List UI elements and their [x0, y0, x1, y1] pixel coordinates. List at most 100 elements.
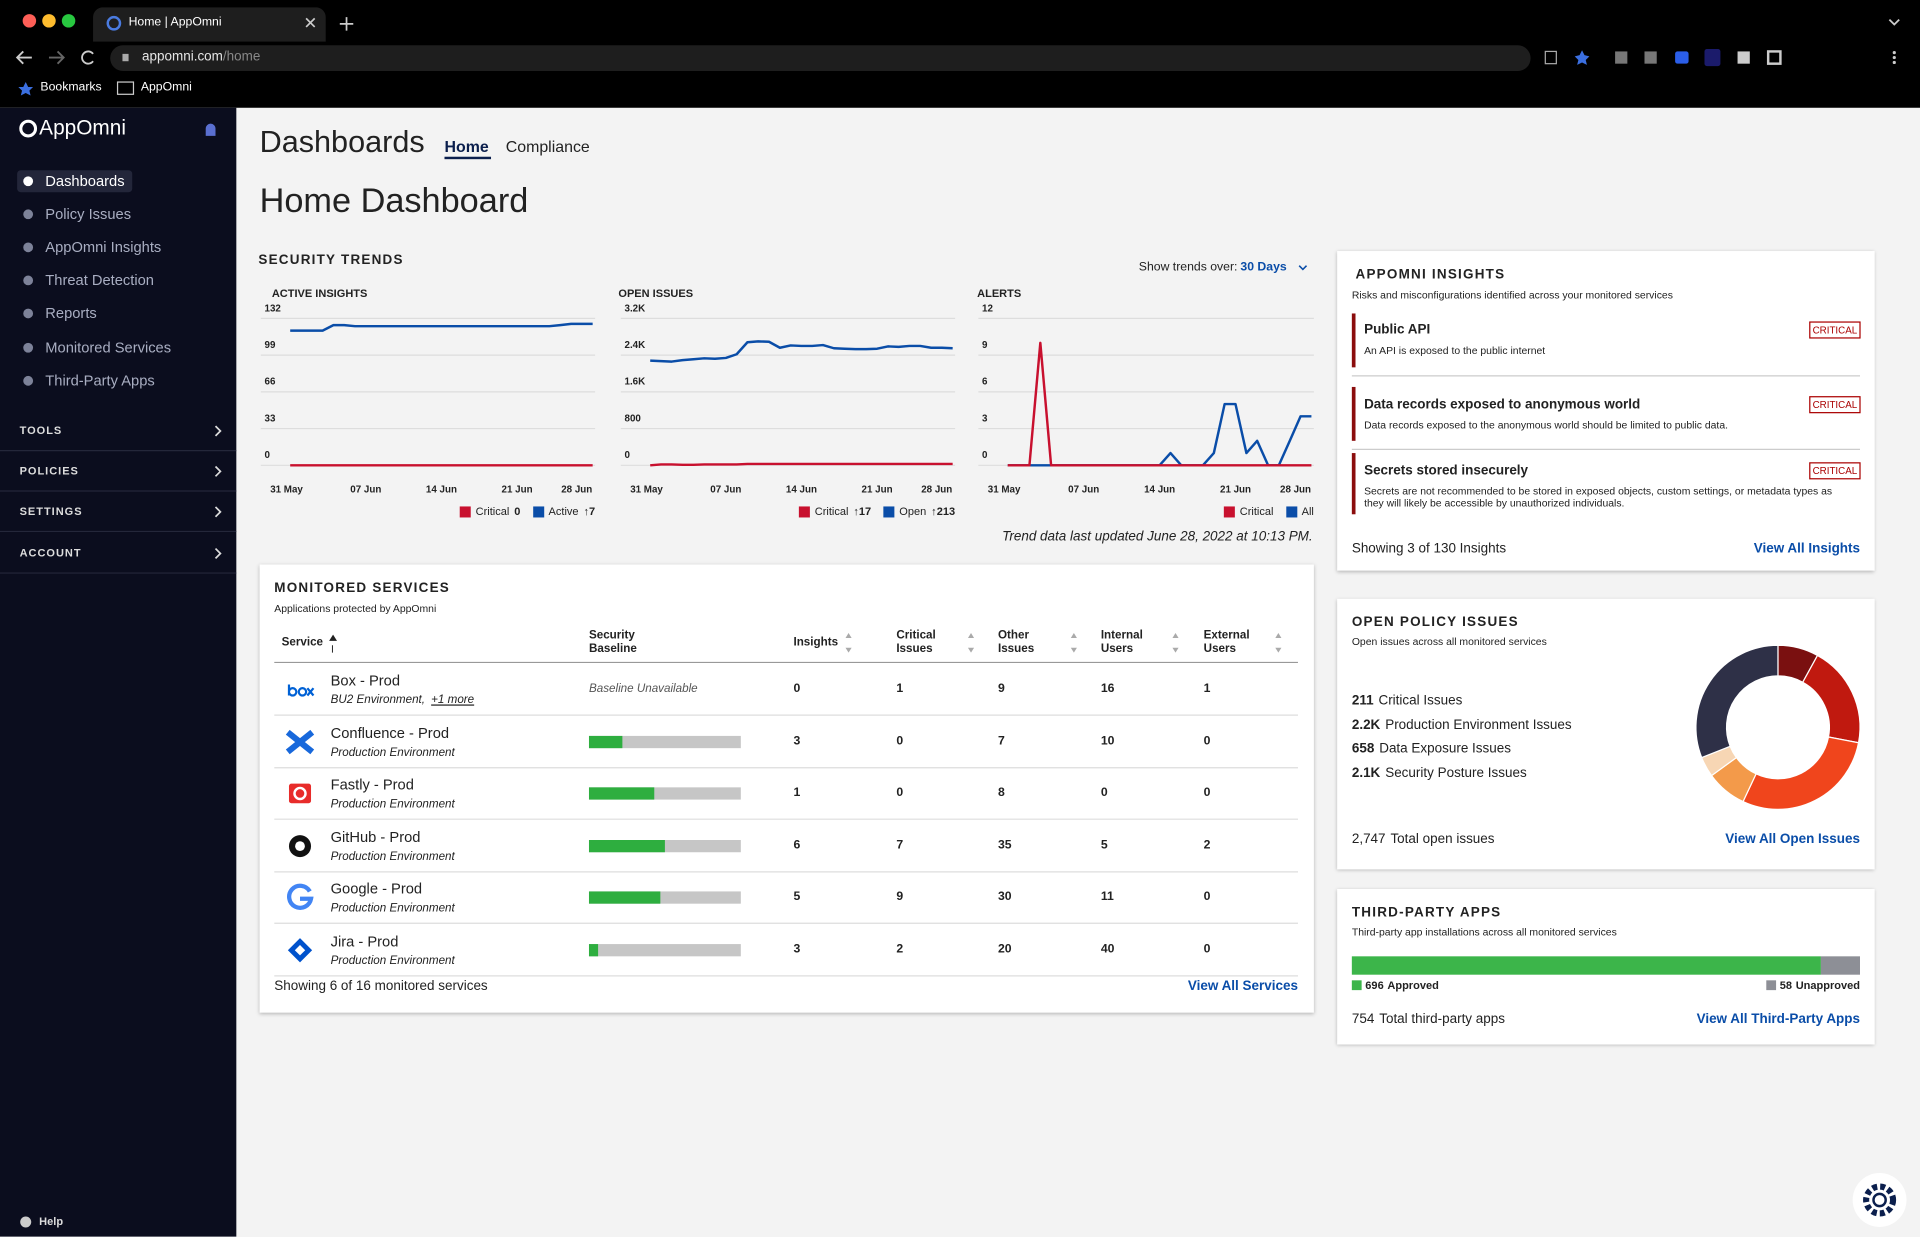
nav-item[interactable]: Third-Party Apps [45, 372, 155, 390]
column-header[interactable]: Service [281, 635, 324, 650]
insight-title[interactable]: Secrets stored insecurely [1364, 463, 1529, 479]
insight-title[interactable]: Data records exposed to anonymous world [1364, 397, 1641, 412]
cell-number: 3 [793, 942, 801, 957]
bookmark[interactable]: AppOmni [140, 80, 192, 95]
legend-swatch [883, 506, 895, 518]
card-footer: Showing 6 of 16 monitored services [274, 978, 488, 994]
card-link[interactable]: View All Insights [1753, 541, 1860, 557]
services-card [259, 564, 1314, 1013]
trend-period[interactable]: 30 Days [1240, 260, 1287, 275]
service-name[interactable]: Box - Prod [330, 672, 401, 690]
cell-number: 0 [1203, 890, 1211, 904]
nav-item[interactable]: Dashboards [45, 172, 125, 190]
y-tick-label: 33 [264, 412, 276, 424]
cell-number: 0 [1203, 942, 1211, 957]
nav-item[interactable]: Policy Issues [45, 205, 132, 223]
service-name[interactable]: Google - Prod [330, 880, 423, 898]
cell-number: 30 [997, 890, 1012, 904]
tab[interactable]: Home [444, 137, 489, 156]
y-tick-label: 66 [264, 376, 276, 388]
cell-number: 0 [1203, 786, 1211, 800]
policy-item: 2.1K Security Posture Issues [1352, 766, 1527, 782]
nav-section[interactable]: SETTINGS [19, 505, 83, 518]
column-header[interactable]: Critical Issues [896, 628, 936, 657]
nav-section[interactable]: TOOLS [19, 424, 63, 437]
card-subtitle: Risks and misconfigurations identified a… [1351, 288, 1673, 302]
column-header[interactable]: Other Issues [997, 628, 1035, 657]
y-tick-label: 12 [982, 302, 993, 314]
environment: Production Environment [330, 850, 455, 864]
insight-description: Secrets are not recommended to be stored… [1364, 484, 1833, 510]
card-link[interactable]: View All Open Issues [1725, 831, 1860, 847]
y-tick-label: 1.6K [624, 376, 646, 388]
legend-swatch [1766, 980, 1777, 991]
card-link[interactable]: View All Services [1187, 978, 1298, 994]
service-name[interactable]: Jira - Prod [330, 932, 399, 950]
tab[interactable]: Compliance [505, 137, 590, 156]
insights-card [1337, 251, 1875, 571]
service-name[interactable]: GitHub - Prod [330, 828, 421, 846]
service-name[interactable]: Fastly - Prod [330, 776, 414, 794]
policy-label: Security Posture Issues [1385, 765, 1527, 781]
total-count: 2,747 [1351, 831, 1386, 847]
card-link[interactable]: View All Third-Party Apps [1696, 1011, 1860, 1027]
legend: Critical 0 Active ↑7 [452, 505, 595, 518]
y-tick-label: 2.4K [624, 339, 646, 351]
column-header[interactable]: Security Baseline [588, 628, 637, 657]
bookmark[interactable]: Bookmarks [40, 80, 102, 95]
column-header[interactable]: Internal Users [1100, 628, 1143, 657]
card-footer: Showing 3 of 130 Insights [1351, 541, 1507, 557]
header-title: Dashboards [259, 124, 425, 160]
column-header[interactable]: External Users [1203, 628, 1250, 657]
legend-value: ↑17 [853, 505, 872, 518]
tab-title[interactable]: Home | AppOmni [128, 15, 222, 30]
unapproved-count: 58 [1779, 979, 1793, 992]
url-host: appomni.com [142, 49, 223, 65]
url[interactable]: appomni.com/home [142, 49, 260, 65]
help-fab[interactable] [1852, 1173, 1907, 1227]
browser-tab[interactable] [93, 7, 326, 42]
cell-number: 6 [793, 838, 801, 853]
service-environment: Production Environment [331, 746, 455, 760]
series-line [1007, 402, 1312, 467]
card-title: APPOMNI INSIGHTS [1355, 267, 1506, 283]
nav-item[interactable]: Threat Detection [45, 271, 154, 289]
insight-title[interactable]: Public API [1364, 322, 1431, 338]
cell-number: 20 [997, 942, 1012, 957]
sidebar [0, 107, 237, 1237]
nav-item[interactable]: Monitored Services [45, 338, 172, 357]
severity: CRITICAL [1812, 464, 1858, 476]
cell-number: 9 [896, 890, 904, 904]
nav-section[interactable]: ACCOUNT [19, 546, 82, 560]
nav-section[interactable]: POLICIES [19, 464, 79, 478]
nav-item[interactable]: Reports [45, 304, 97, 322]
x-tick-label: 14 Jun [1144, 483, 1176, 495]
address-bar[interactable] [110, 45, 1531, 72]
service-name[interactable]: Confluence - Prod [330, 724, 450, 742]
insight-description: Data records exposed to the anonymous wo… [1364, 418, 1729, 431]
cell-number: 11 [1100, 890, 1114, 904]
trend-label: Show trends over: [1138, 260, 1238, 275]
legend-swatch [1351, 980, 1362, 991]
cell-number: 0 [1203, 734, 1211, 749]
x-tick-label: 28 Jun [921, 483, 953, 495]
legend: 696 Approved [1351, 979, 1439, 992]
service-environment: Production Environment [331, 798, 455, 812]
cell-number: 8 [997, 786, 1005, 800]
cell-number: 1 [896, 682, 904, 696]
policy-total: 2,747 Total open issues [1352, 832, 1495, 848]
y-tick-label: 3 [982, 412, 988, 424]
help[interactable]: Help [39, 1215, 64, 1228]
column-header[interactable]: Insights [793, 635, 839, 650]
cell-number: 3 [793, 734, 801, 749]
cell-number: 2 [1203, 838, 1211, 853]
card-subtitle: Third-party app installations across all… [1351, 925, 1617, 938]
nav-item[interactable]: AppOmni Insights [45, 238, 162, 256]
series-line [290, 322, 593, 332]
policy-item: 211 Critical Issues [1352, 694, 1462, 710]
policy-label: Critical Issues [1378, 693, 1463, 709]
legend-label: All [1301, 505, 1314, 518]
legend-label: Open [899, 505, 927, 518]
